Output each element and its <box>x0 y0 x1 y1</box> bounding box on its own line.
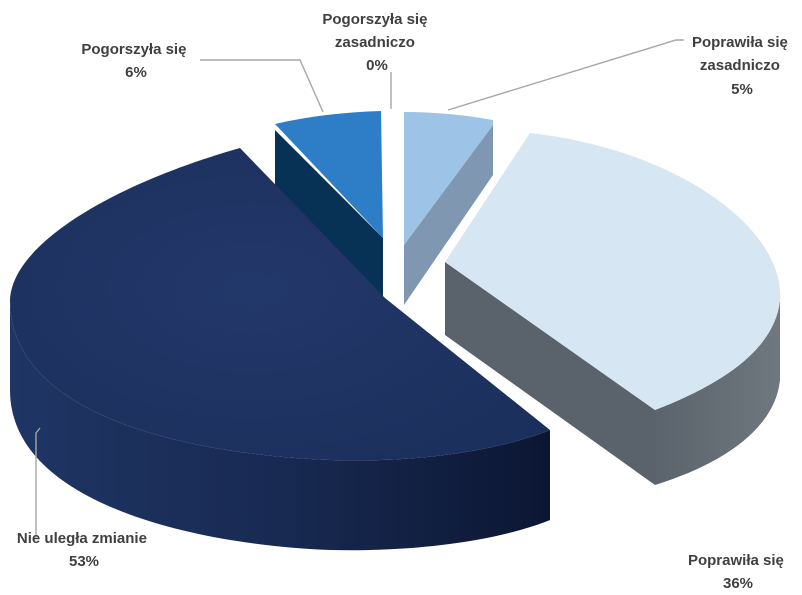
leader-nie-ulegla <box>35 427 41 538</box>
label-nie-ulegla: Nie uległa zmianie 53% <box>17 530 151 570</box>
slice-top-poprawila <box>445 133 781 410</box>
label-poprawila: Poprawiła się 36% <box>688 552 788 592</box>
slice-side-pogorszyla <box>275 130 383 298</box>
slice-top-nie-ulegla <box>10 148 550 461</box>
slice-top-pogorszyla <box>275 111 383 238</box>
label-pogorszyla: Pogorszyła się 6% <box>81 41 190 81</box>
slice-side-poprawila-zas <box>404 125 493 305</box>
slice-side-nie-ulegla <box>10 300 550 551</box>
label-pogorszyla-zas: Pogorszyła się zasadniczo 0% <box>322 11 431 74</box>
leader-pogorszyla <box>200 59 324 113</box>
leader-poprawila-zas <box>447 39 684 111</box>
slice-top-poprawila-zas <box>404 112 493 245</box>
label-poprawila-zas: Poprawiła się zasadniczo 5% <box>692 34 792 98</box>
slice-side-poprawila <box>445 262 655 485</box>
slice-side-poprawila-outer <box>655 300 780 485</box>
